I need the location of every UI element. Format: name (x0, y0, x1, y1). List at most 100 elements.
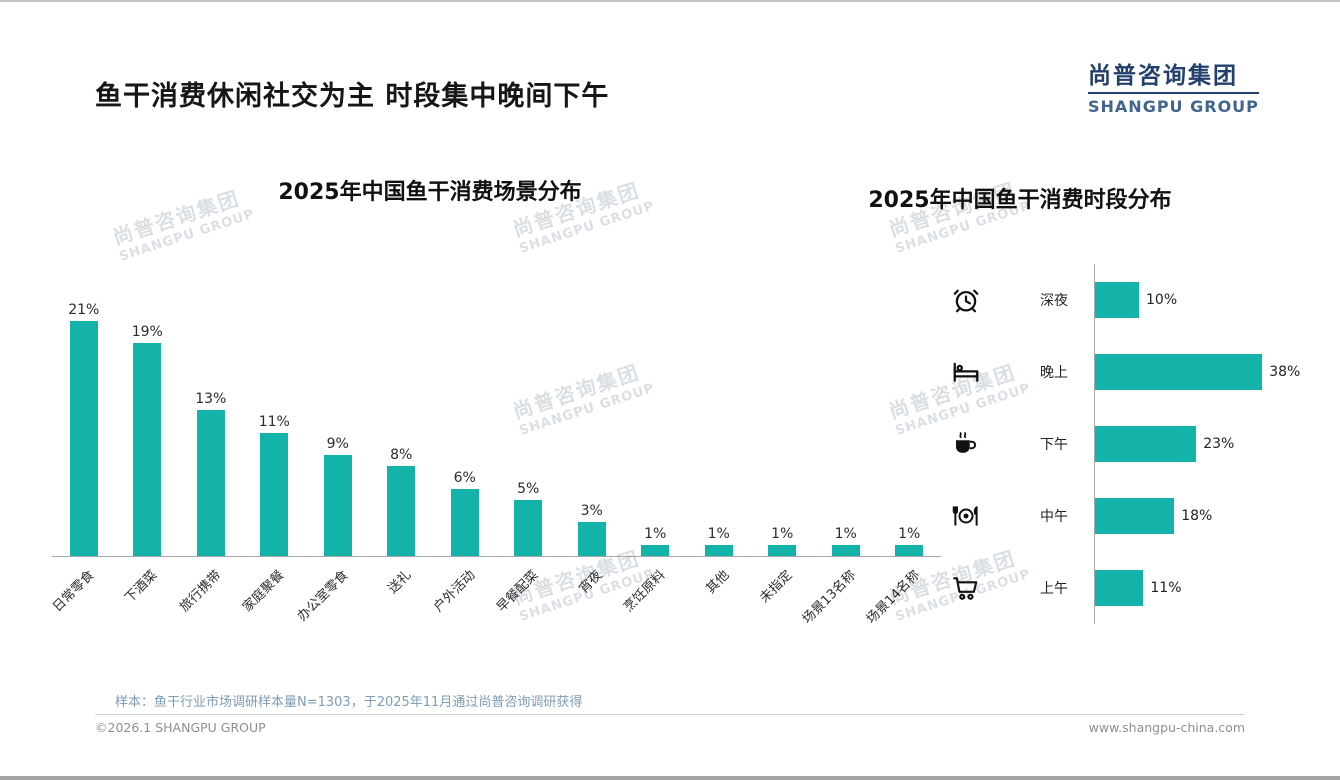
bar (768, 544, 797, 556)
category-label: 未指定 (757, 567, 796, 607)
logo-text-cn: 尚普咨询集团 (1088, 63, 1238, 89)
bar (133, 343, 162, 556)
bar-area: 23% (1094, 408, 1324, 480)
bar-value-label: 3% (580, 503, 603, 520)
category-label: 其他 (703, 567, 733, 597)
bar (514, 500, 543, 556)
time-label: 深夜 (1040, 293, 1068, 309)
bar (641, 544, 670, 556)
bar-column: 1% (624, 526, 688, 556)
website-text: www.shangpu-china.com (1088, 720, 1245, 735)
bar-column: 21% (52, 302, 116, 556)
bar-column: 1% (687, 526, 751, 556)
category-label-cell: 早餐配菜 (494, 557, 561, 642)
bar-column: 11% (243, 414, 307, 556)
watermark-en: SHANGPU GROUP (117, 206, 257, 265)
category-label-cell: 送礼 (370, 557, 434, 642)
time-row: 晚上 38% (948, 336, 1324, 408)
bar-area: 38% (1094, 336, 1324, 408)
bar (1095, 282, 1139, 318)
bar (1095, 426, 1197, 462)
bar (69, 320, 98, 556)
category-label-cell: 户外活动 (431, 557, 497, 642)
bar-column: 1% (751, 526, 815, 556)
bar (387, 466, 416, 556)
bar-column: 19% (116, 324, 180, 556)
bar (1095, 570, 1144, 606)
bar-column: 13% (179, 391, 243, 556)
time-label: 晚上 (1040, 365, 1068, 381)
category-label: 送礼 (385, 567, 415, 597)
category-label: 旅行携带 (176, 567, 225, 616)
bar (1095, 354, 1263, 390)
bar-column: 9% (306, 436, 370, 556)
time-label: 下午 (1040, 437, 1068, 453)
bar-value-label: 10% (1146, 292, 1178, 308)
watermark-en: SHANGPU GROUP (517, 198, 657, 257)
bar-value-label: 19% (131, 324, 163, 341)
scene-chart-bars: 21% 19% 13% 11% 9% 8% 6% 5% 3% 1% 1% 1% 1% 1% (52, 301, 941, 557)
bar-value-label: 1% (898, 525, 921, 542)
time-chart-title: 2025年中国鱼干消费时段分布 (868, 188, 1172, 213)
category-label-cell: 其他 (687, 557, 751, 642)
bar-value-label: 13% (195, 391, 227, 408)
category-label-cell: 场景14名称 (864, 557, 942, 642)
bar (895, 544, 924, 556)
category-label: 早餐配菜 (494, 567, 542, 616)
bar-value-label: 11% (258, 413, 290, 430)
category-label-cell: 下酒菜 (116, 557, 180, 642)
bar (704, 544, 733, 556)
time-row: 下午 23% (948, 408, 1324, 480)
bar-value-label: 1% (834, 525, 857, 542)
category-label-cell: 宵夜 (560, 557, 624, 642)
bar-column: 1% (814, 526, 878, 556)
time-chart: 深夜 10% 晚上 38% 下午 23% 中午 18% 上午 11% (948, 264, 1324, 624)
alarm-clock-icon (948, 285, 984, 315)
category-label-cell: 场景13名称 (800, 557, 878, 642)
category-label: 烹饪原料 (621, 567, 669, 616)
category-label-cell: 旅行携带 (177, 557, 243, 642)
bar-value-label: 23% (1203, 436, 1235, 452)
bar (323, 455, 352, 556)
bar-column: 3% (560, 503, 624, 556)
category-label: 日常零食 (49, 567, 98, 616)
bar (260, 432, 289, 556)
bar-value-label: 1% (771, 525, 794, 542)
bed-icon (948, 357, 984, 387)
bar-value-label: 9% (326, 436, 349, 453)
time-row: 上午 11% (948, 552, 1324, 624)
bar-area: 11% (1094, 552, 1324, 624)
bar-column: 6% (433, 470, 497, 556)
time-chart-rows: 深夜 10% 晚上 38% 下午 23% 中午 18% 上午 11% (948, 264, 1324, 624)
category-label-cell: 烹饪原料 (621, 557, 688, 642)
page-title: 鱼干消费休闲社交为主 时段集中晚间下午 (95, 81, 610, 112)
category-label-cell: 未指定 (751, 557, 815, 642)
bar-area: 18% (1094, 480, 1324, 552)
bar (577, 522, 606, 556)
copyright-text: ©2026.1 SHANGPU GROUP (95, 720, 266, 735)
company-logo: 尚普咨询集团 SHANGPU GROUP (1088, 56, 1259, 116)
logo-text-en: SHANGPU GROUP (1088, 92, 1259, 116)
category-label-cell: 家庭聚餐 (240, 557, 307, 642)
bar (450, 488, 479, 556)
cart-icon (948, 573, 984, 603)
bar-column: 8% (370, 447, 434, 556)
bar-value-label: 11% (1150, 580, 1182, 596)
bar (196, 410, 225, 556)
category-label-cell: 办公室零食 (295, 557, 370, 642)
time-row: 深夜 10% (948, 264, 1324, 336)
time-row: 中午 18% (948, 480, 1324, 552)
category-label-cell: 日常零食 (50, 557, 116, 642)
bar-value-label: 18% (1181, 508, 1213, 524)
bar-value-label: 1% (644, 525, 667, 542)
sample-note: 样本：鱼干行业市场调研样本量N=1303，于2025年11月通过尚普咨询调研获得 (115, 695, 583, 710)
bar (1095, 498, 1175, 534)
coffee-icon (948, 429, 984, 459)
bar-value-label: 38% (1269, 364, 1301, 380)
bar-column: 1% (878, 526, 942, 556)
time-label: 上午 (1040, 581, 1068, 597)
scene-chart: 21% 19% 13% 11% 9% 8% 6% 5% 3% 1% 1% 1% 1% 1% 日常零食 下酒菜… (50, 301, 942, 642)
bar (831, 544, 860, 556)
category-label: 户外活动 (430, 567, 479, 616)
